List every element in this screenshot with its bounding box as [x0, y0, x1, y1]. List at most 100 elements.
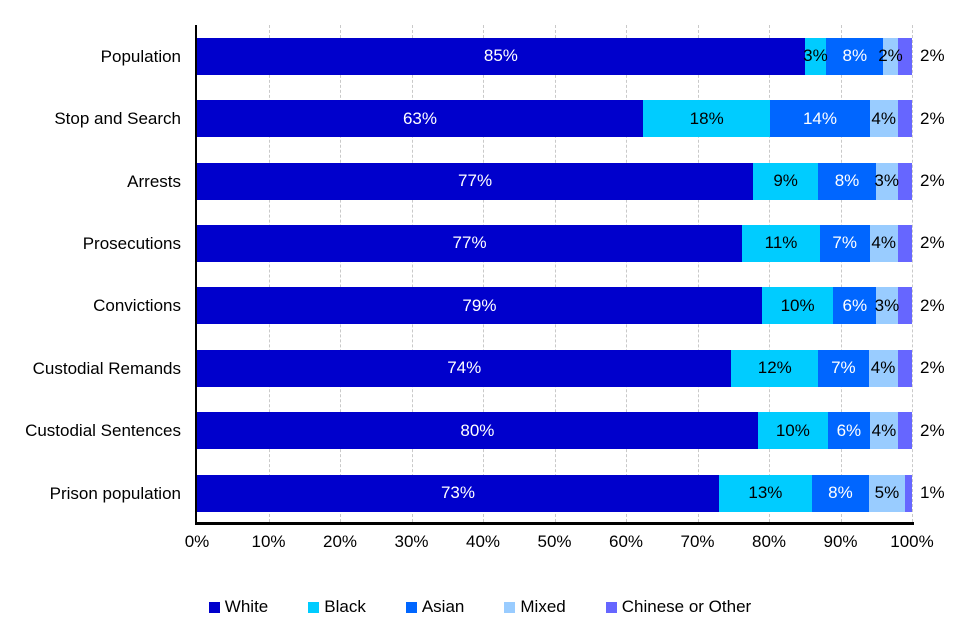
segment-chinese-or-other [897, 349, 912, 387]
value-label-mixed: 5% [874, 483, 900, 502]
segment-white: 77% [197, 162, 754, 200]
segment-mixed: 3% [874, 162, 899, 200]
segment-asian: 14% [770, 100, 870, 138]
x-tick-40pct: 40% [465, 532, 501, 551]
segment-white: 74% [197, 349, 732, 387]
segment-white: 73% [197, 474, 719, 512]
gridline [769, 25, 770, 522]
value-label-asian: 14% [802, 108, 837, 128]
bar-prison-population: 73% 13% 8% 5% 1% [197, 474, 945, 512]
bar-population: 85% 3% 8% 2% 2% [197, 37, 945, 75]
segment-black: 9% [753, 162, 819, 200]
value-label-chinese-or-other: 2% [920, 46, 945, 66]
segment-mixed: 4% [869, 412, 898, 450]
value-label-black: 13% [748, 483, 783, 502]
segment-black: 11% [742, 224, 820, 262]
value-label-white: 77% [458, 171, 493, 190]
x-tick-90pct: 90% [823, 532, 858, 551]
segment-chinese-or-other [904, 474, 912, 512]
value-label-white: 77% [452, 233, 487, 253]
legend-label-white: White [224, 597, 269, 616]
legend: White Black Asian Mixed Chinese or Other [0, 596, 960, 618]
x-tick-60pct: 60% [608, 532, 644, 551]
value-label-black: 12% [757, 358, 792, 378]
bar-prosecutions: 77% 11% 7% 4% 2% [197, 224, 945, 262]
bar-custodial-sentences: 80% 10% 6% 4% 2% [197, 412, 945, 450]
x-tick-80pct: 80% [751, 532, 787, 551]
bar-custodial-remands: 74% 12% 7% 4% 2% [197, 349, 945, 387]
bar-arrests: 77% 9% 8% 3% 2% [197, 162, 945, 200]
segment-chinese-or-other [897, 287, 912, 325]
legend-item-chinese-or-other: Chinese or Other [605, 597, 752, 617]
category-label-arrests: Arrests [127, 171, 181, 191]
segment-mixed: 4% [869, 100, 898, 138]
legend-label-chinese-or-other: Chinese or Other [621, 597, 752, 616]
value-label-mixed: 4% [871, 108, 896, 128]
segment-asian: 7% [819, 224, 870, 262]
category-label-stop-and-search: Stop and Search [54, 109, 181, 129]
category-label-custodial-sentences: Custodial Sentences [25, 421, 181, 441]
y-axis-labels: Population Stop and Search Arrests Prosecut… [0, 25, 181, 522]
segment-asian: 8% [826, 37, 884, 75]
segment-asian: 6% [827, 412, 870, 450]
legend-label-mixed: Mixed [520, 597, 566, 616]
segment-white: 63% [197, 100, 643, 138]
bar-convictions: 79% 10% 6% 3% 2% [197, 287, 945, 325]
segment-asian: 8% [818, 162, 876, 200]
segment-white: 79% [197, 287, 762, 325]
value-label-chinese-or-other: 2% [920, 295, 945, 315]
segment-chinese-or-other [897, 412, 912, 450]
gridline [268, 25, 270, 522]
legend-item-mixed: Mixed [504, 597, 566, 617]
segment-mixed: 4% [868, 349, 898, 387]
value-label-white: 79% [462, 295, 497, 315]
y-axis-line [195, 25, 197, 522]
x-tick-10pct: 10% [251, 532, 286, 551]
value-label-mixed: 4% [871, 233, 896, 253]
legend-item-asian: Asian [405, 597, 465, 617]
value-label-black: 10% [780, 295, 815, 315]
segment-asian: 7% [818, 349, 869, 387]
value-label-chinese-or-other: 1% [920, 483, 945, 502]
value-label-black: 11% [764, 233, 798, 253]
value-label-black: 3% [803, 46, 828, 66]
segment-chinese-or-other [897, 224, 912, 262]
category-label-prosecutions: Prosecutions [82, 233, 181, 253]
value-label-white: 73% [440, 483, 475, 502]
bar-stop-and-search: 63% 18% 14% 4% 2% [197, 100, 945, 138]
segment-mixed: 5% [869, 474, 905, 512]
legend-swatch-icon-white [208, 601, 220, 613]
value-label-white: 80% [460, 420, 495, 440]
legend-label-asian: Asian [421, 597, 465, 616]
legend-swatch-icon-black [308, 601, 320, 613]
segment-chinese-or-other [897, 100, 912, 138]
segment-asian: 8% [811, 474, 870, 512]
value-label-chinese-or-other: 2% [920, 233, 945, 253]
segment-black: 10% [761, 287, 834, 325]
legend-item-white: White [208, 597, 269, 617]
value-label-chinese-or-other: 2% [920, 108, 945, 128]
value-label-white: 63% [402, 108, 437, 128]
x-axis-ticks: 0% 10% 20% 30% 40% 50% 60% 70% 80% 90% 100% [185, 531, 934, 553]
segment-mixed: 4% [869, 224, 898, 262]
legend-swatch-icon-chinese-or-other [605, 601, 617, 613]
category-label-prison-population: Prison population [49, 483, 181, 503]
legend-swatch-icon-mixed [504, 601, 516, 613]
legend-swatch-icon-asian [405, 601, 417, 613]
gridline [483, 25, 484, 522]
value-label-asian: 8% [834, 171, 860, 190]
gridline [840, 25, 842, 522]
category-label-population: Population [100, 46, 181, 66]
value-label-mixed: 4% [871, 420, 897, 440]
value-label-mixed: 4% [870, 358, 896, 378]
gridline [697, 25, 699, 522]
segment-chinese-or-other [897, 37, 912, 75]
value-label-asian: 6% [842, 295, 868, 315]
legend-item-black: Black [308, 597, 366, 617]
value-label-asian: 7% [831, 358, 856, 378]
x-tick-70pct: 70% [680, 532, 715, 551]
x-tick-100pct: 100% [890, 532, 934, 551]
segment-black: 18% [642, 100, 771, 138]
gridline [554, 25, 556, 522]
value-label-black: 10% [775, 420, 810, 440]
